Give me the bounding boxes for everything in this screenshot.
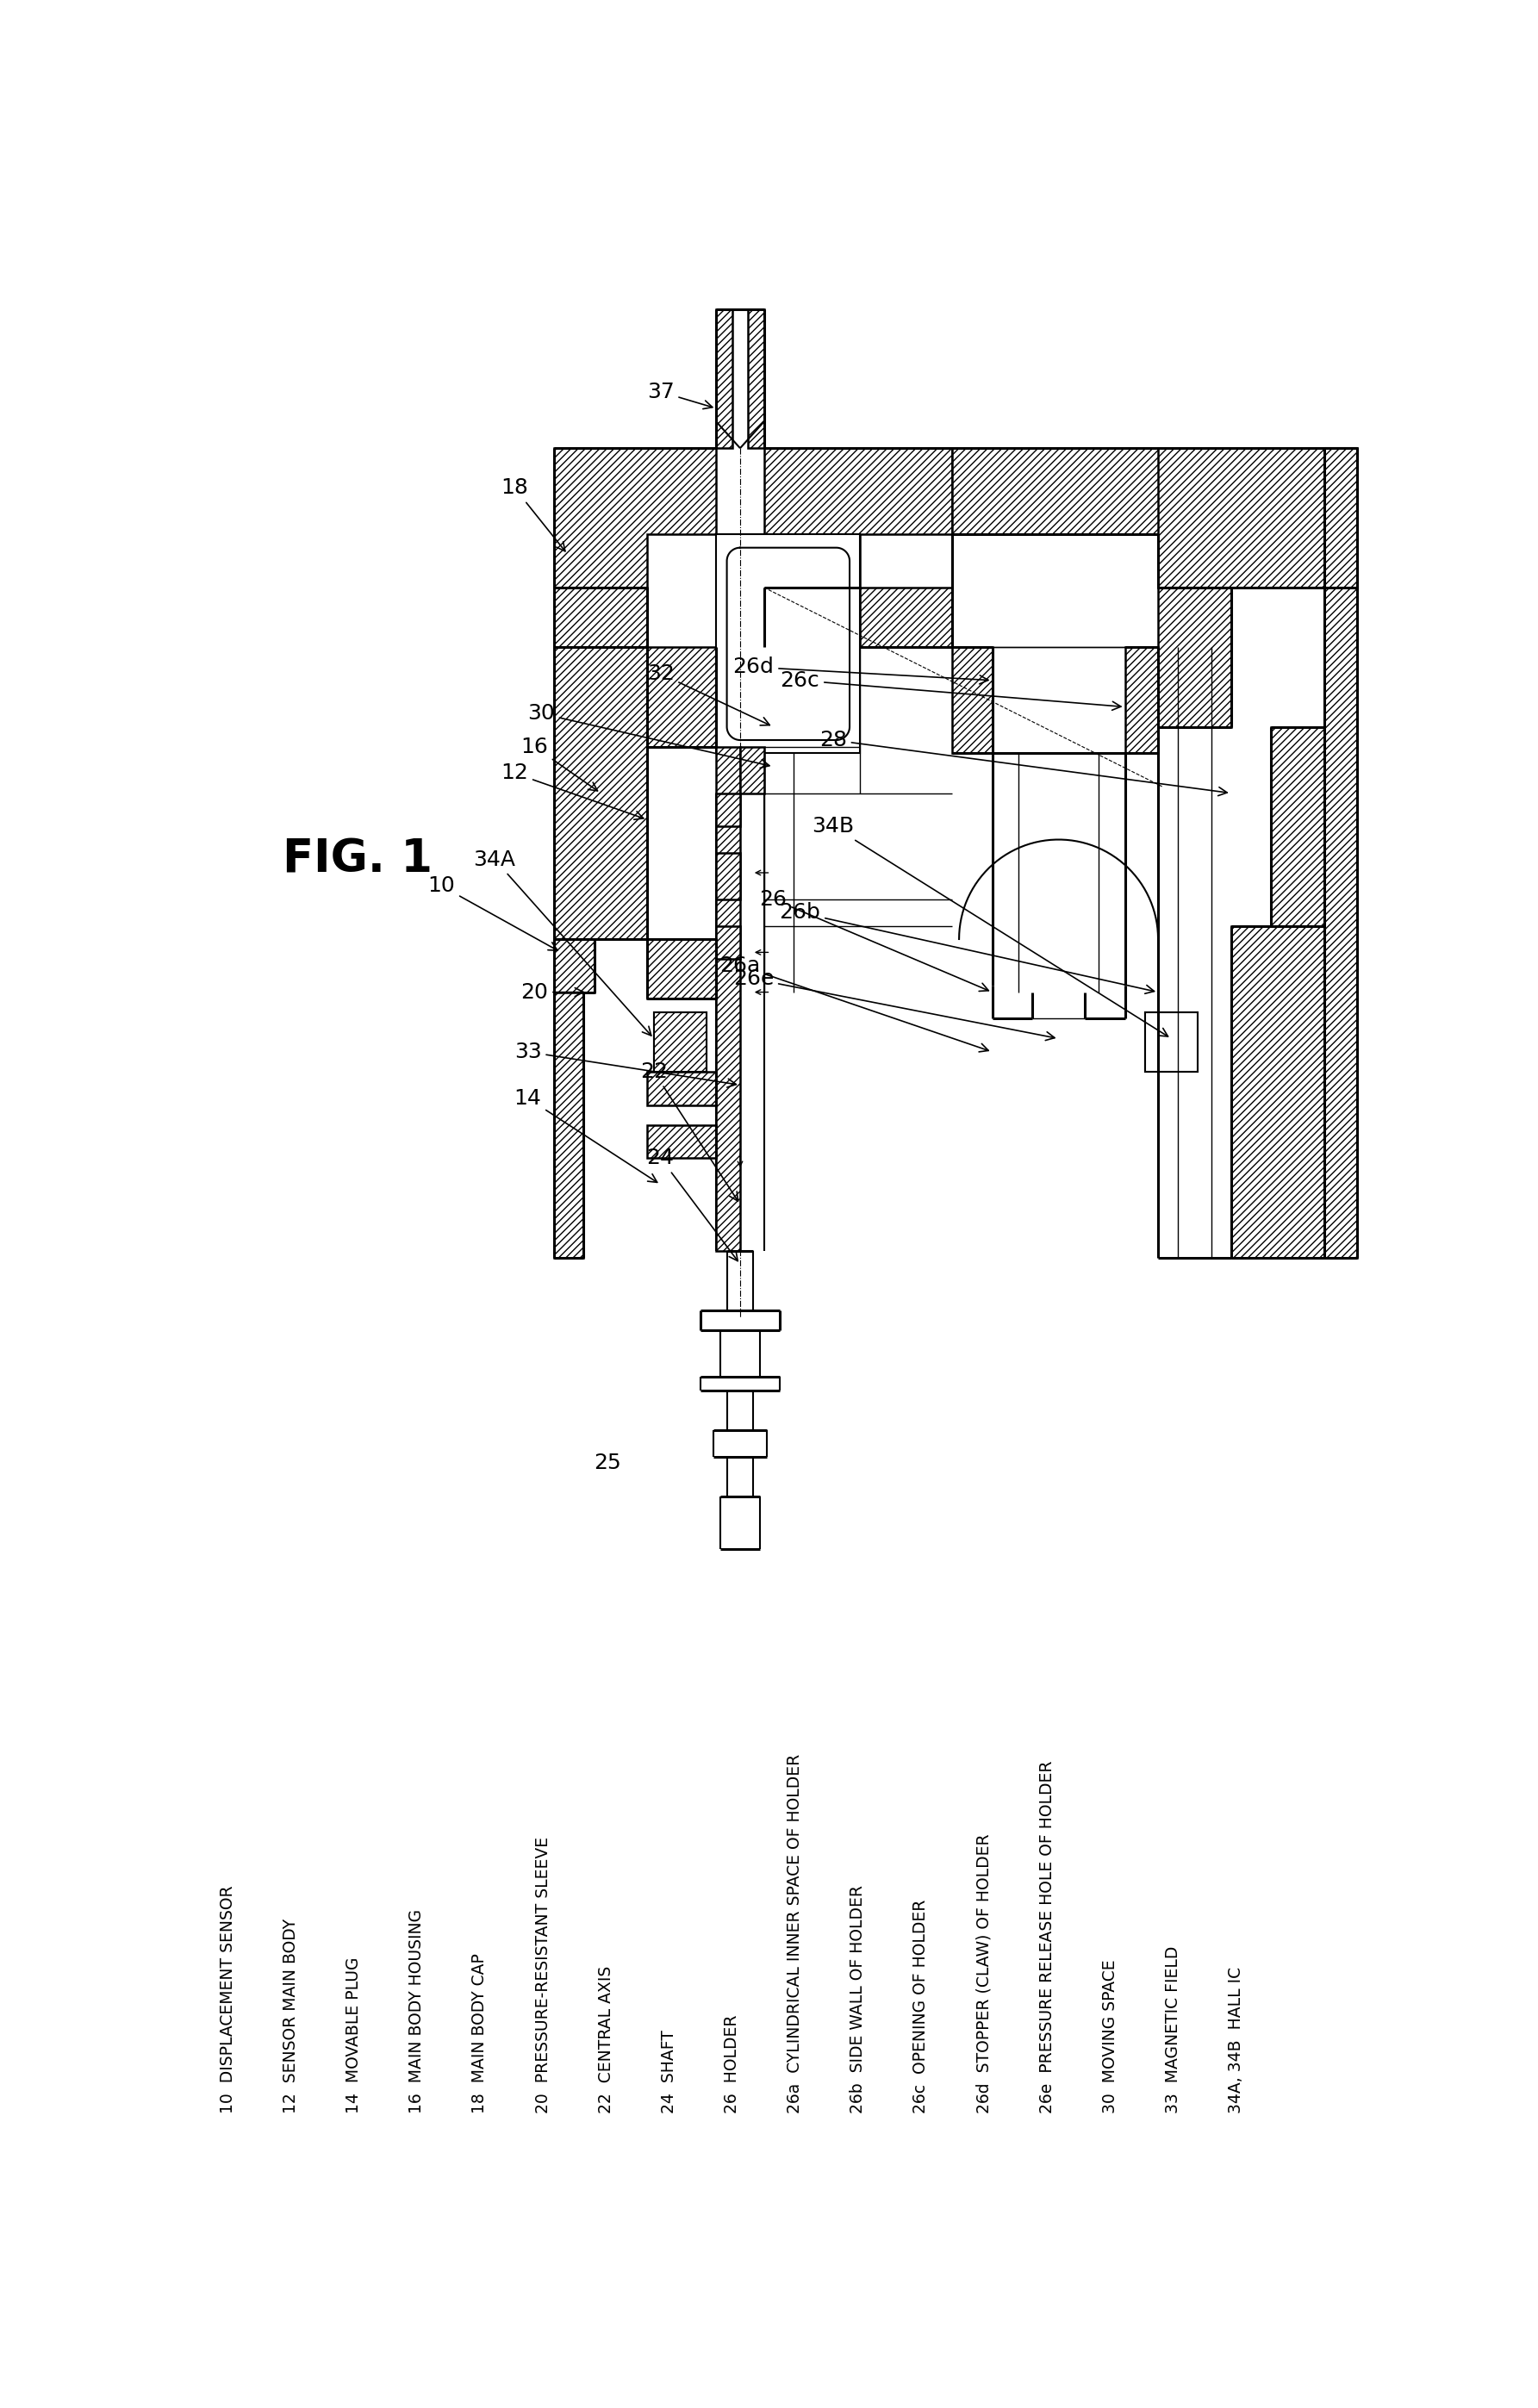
Text: 30  MOVING SPACE: 30 MOVING SPACE [1101,1960,1118,2114]
Text: 24  SHAFT: 24 SHAFT [661,2030,677,2114]
Polygon shape [647,939,717,999]
Text: 18: 18 [501,477,564,551]
Polygon shape [952,648,992,754]
Text: 37: 37 [647,380,712,409]
Polygon shape [647,1125,717,1158]
Polygon shape [554,648,647,939]
Polygon shape [1324,448,1357,1257]
Text: 22  CENTRAL AXIS: 22 CENTRAL AXIS [598,1965,614,2114]
Text: 26e  PRESSURE RELEASE HOLE OF HOLDER: 26e PRESSURE RELEASE HOLE OF HOLDER [1038,1760,1055,2114]
Text: 26d  STOPPER (CLAW) OF HOLDER: 26d STOPPER (CLAW) OF HOLDER [977,1832,992,2114]
Polygon shape [764,448,952,588]
Text: 30: 30 [528,703,769,768]
Text: 32: 32 [647,662,769,725]
Polygon shape [654,1011,707,1072]
Text: 26b  SIDE WALL OF HOLDER: 26b SIDE WALL OF HOLDER [851,1885,866,2114]
Text: 14  MOVABLE PLUG: 14 MOVABLE PLUG [346,1958,361,2114]
Polygon shape [554,588,647,648]
Polygon shape [740,746,764,792]
Text: 25: 25 [594,1452,621,1474]
Text: 16  MAIN BODY HOUSING: 16 MAIN BODY HOUSING [409,1910,424,2114]
Text: 24: 24 [646,1149,738,1262]
Polygon shape [1144,1011,1198,1072]
Text: 26: 26 [760,889,989,992]
Text: 10: 10 [428,877,557,951]
Text: 26e: 26e [734,968,1055,1040]
Text: 34A: 34A [474,850,651,1035]
Text: 12  SENSOR MAIN BODY: 12 SENSOR MAIN BODY [283,1919,298,2114]
Text: 12: 12 [501,763,643,819]
Polygon shape [860,588,952,648]
Text: 20: 20 [521,982,583,1002]
Polygon shape [717,535,860,754]
Polygon shape [1158,588,1230,727]
Polygon shape [554,448,717,588]
Text: 26d: 26d [732,657,989,684]
Text: 34B: 34B [812,816,1167,1035]
Text: 33: 33 [514,1043,737,1088]
Text: 26b: 26b [780,903,1154,995]
Polygon shape [1158,448,1324,588]
Polygon shape [654,1011,707,1072]
Polygon shape [717,852,740,898]
Polygon shape [1230,925,1324,1257]
Text: 16: 16 [521,737,598,790]
Polygon shape [647,1072,717,1105]
Text: 14: 14 [514,1088,657,1182]
Text: 26a  CYLINDRICAL INNER SPACE OF HOLDER: 26a CYLINDRICAL INNER SPACE OF HOLDER [787,1753,803,2114]
Polygon shape [1270,727,1324,925]
Text: FIG. 1: FIG. 1 [283,838,432,881]
Polygon shape [1144,1011,1198,1072]
Text: 26c: 26c [780,669,1121,710]
Text: 20  PRESSURE-RESISTANT SLEEVE: 20 PRESSURE-RESISTANT SLEEVE [535,1837,551,2114]
Text: 34A, 34B  HALL IC: 34A, 34B HALL IC [1227,1967,1244,2114]
Polygon shape [717,746,740,1250]
Polygon shape [1124,648,1158,754]
Polygon shape [717,925,740,958]
Polygon shape [717,792,740,826]
Text: 26c  OPENING OF HOLDER: 26c OPENING OF HOLDER [914,1900,929,2114]
Text: 18  MAIN BODY CAP: 18 MAIN BODY CAP [472,1953,488,2114]
Polygon shape [647,648,717,746]
Text: 33  MAGNETIC FIELD: 33 MAGNETIC FIELD [1164,1946,1181,2114]
Polygon shape [952,448,1357,588]
Text: 26a: 26a [720,956,989,1052]
Polygon shape [717,308,732,448]
Text: 26  HOLDER: 26 HOLDER [724,2015,740,2114]
Text: 10  DISPLACEMENT SENSOR: 10 DISPLACEMENT SENSOR [220,1885,235,2114]
Polygon shape [747,308,764,448]
Text: 28: 28 [820,730,1227,795]
Text: 22: 22 [640,1062,738,1202]
Polygon shape [554,939,594,992]
Polygon shape [554,992,583,1257]
